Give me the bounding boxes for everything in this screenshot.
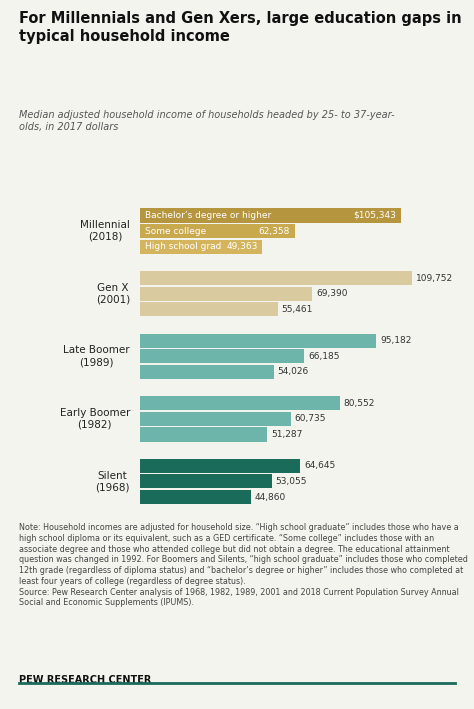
Text: 66,185: 66,185	[308, 352, 339, 361]
Bar	[140, 208, 401, 223]
Text: 44,860: 44,860	[255, 493, 286, 501]
Text: 60,735: 60,735	[294, 414, 326, 423]
Text: 53,055: 53,055	[275, 477, 307, 486]
Bar	[140, 459, 301, 473]
Bar	[140, 240, 263, 254]
Text: 80,552: 80,552	[344, 398, 375, 408]
Text: High school grad: High school grad	[146, 242, 222, 251]
Text: Gen X
(2001): Gen X (2001)	[96, 283, 130, 304]
Text: Bachelor’s degree or higher: Bachelor’s degree or higher	[146, 211, 272, 220]
Bar	[140, 365, 274, 379]
Text: Note: Household incomes are adjusted for household size. “High school graduate” : Note: Household incomes are adjusted for…	[19, 523, 468, 608]
Text: 51,287: 51,287	[271, 430, 302, 439]
Text: Some college: Some college	[146, 227, 207, 235]
Text: 69,390: 69,390	[316, 289, 347, 298]
Text: Millennial
(2018): Millennial (2018)	[80, 220, 130, 242]
Text: For Millennials and Gen Xers, large education gaps in
typical household income: For Millennials and Gen Xers, large educ…	[19, 11, 462, 44]
Text: 64,645: 64,645	[304, 462, 336, 470]
Text: 95,182: 95,182	[380, 336, 411, 345]
Bar	[140, 412, 291, 426]
Text: $105,343: $105,343	[354, 211, 397, 220]
Bar	[140, 271, 412, 285]
Bar	[140, 334, 376, 347]
Text: 54,026: 54,026	[278, 367, 309, 376]
Text: Early Boomer
(1982): Early Boomer (1982)	[60, 408, 130, 430]
Bar	[140, 350, 304, 363]
Bar	[140, 396, 340, 411]
Bar	[140, 428, 267, 442]
Text: Silent
(1968): Silent (1968)	[95, 471, 130, 492]
Bar	[140, 302, 278, 316]
Bar	[140, 490, 251, 504]
Text: PEW RESEARCH CENTER: PEW RESEARCH CENTER	[19, 675, 151, 685]
Text: Late Boomer
(1989): Late Boomer (1989)	[63, 345, 130, 367]
Text: 109,752: 109,752	[416, 274, 453, 283]
Bar	[140, 224, 295, 238]
Bar	[140, 474, 272, 489]
Bar	[140, 286, 312, 301]
Text: 55,461: 55,461	[281, 305, 313, 314]
Text: Median adjusted household income of households headed by 25- to 37-year-
olds, i: Median adjusted household income of hous…	[19, 110, 394, 133]
Text: 49,363: 49,363	[226, 242, 257, 251]
Text: 62,358: 62,358	[258, 227, 290, 235]
